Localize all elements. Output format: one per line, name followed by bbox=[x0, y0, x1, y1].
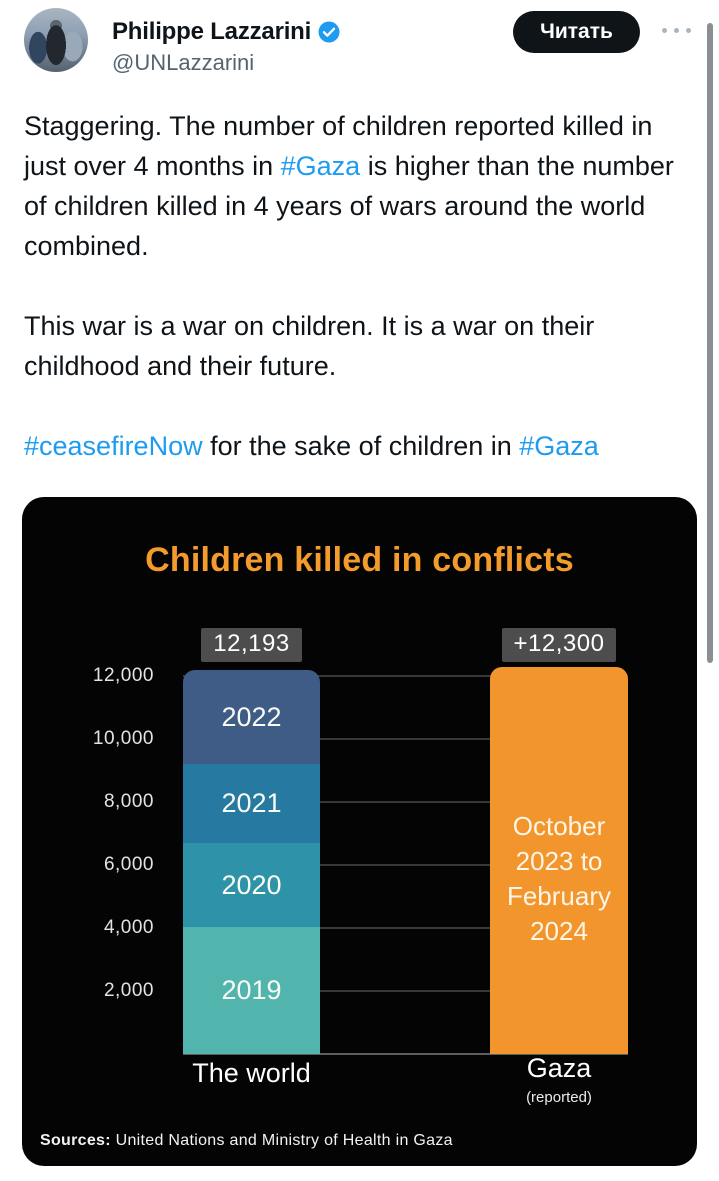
display-name[interactable]: Philippe Lazzarini bbox=[112, 18, 312, 45]
author-block[interactable]: Philippe Lazzarini @UNLazzarini bbox=[112, 18, 341, 76]
y-axis-tick-label: 8,000 bbox=[103, 791, 154, 812]
y-axis-tick-label: 12,000 bbox=[92, 665, 154, 686]
bar-segment-label: 2019 bbox=[221, 975, 282, 1006]
gridline bbox=[183, 801, 628, 803]
y-axis-tick-label: 4,000 bbox=[103, 917, 154, 938]
bar-segment-label: 2021 bbox=[221, 788, 282, 819]
more-options-icon[interactable] bbox=[662, 28, 691, 33]
world-total-badge: 12,193 bbox=[201, 628, 302, 662]
gaza-bar-period-label: October 2023 to February 2024 bbox=[506, 810, 612, 946]
sources-text: United Nations and Ministry of Health in… bbox=[110, 1132, 453, 1149]
x-axis-label-world: The world bbox=[192, 1058, 311, 1088]
sources-prefix: Sources: bbox=[40, 1132, 111, 1149]
chart-title: Children killed in conflicts bbox=[145, 541, 574, 579]
tweet-header: Philippe Lazzarini @UNLazzarini Читать bbox=[0, 0, 719, 80]
x-axis-label-gaza: Gaza bbox=[526, 1053, 592, 1083]
x-axis-baseline bbox=[183, 1053, 628, 1055]
world-stacked-bar: 2019 2020 2021 2022 bbox=[183, 670, 320, 1054]
bar-segment-label: 2020 bbox=[221, 869, 282, 900]
gridline bbox=[183, 675, 628, 677]
follow-button[interactable]: Читать bbox=[513, 11, 640, 53]
bar-segment-label: 2022 bbox=[221, 701, 282, 732]
avatar[interactable] bbox=[24, 8, 88, 72]
bar-segment-2021: 2021 bbox=[183, 764, 320, 844]
gridline bbox=[183, 927, 628, 929]
y-axis-tick-label: 10,000 bbox=[92, 728, 154, 749]
y-axis-tick-label: 6,000 bbox=[103, 854, 154, 875]
bar-segment-2022: 2022 bbox=[183, 670, 320, 765]
chart-image[interactable]: Children killed in conflicts 12,193 +12,… bbox=[22, 497, 697, 1166]
tweet-text-segment: This war is a war on children. It is a w… bbox=[24, 311, 595, 381]
gridline bbox=[183, 738, 628, 740]
hashtag-link[interactable]: #Gaza bbox=[519, 431, 599, 461]
gridline bbox=[183, 864, 628, 866]
verified-badge-icon bbox=[317, 20, 341, 44]
gaza-bar: October 2023 to February 2024 bbox=[490, 667, 628, 1054]
sources-note: Sources: United Nations and Ministry of … bbox=[40, 1132, 453, 1150]
tweet-text: Staggering. The number of children repor… bbox=[24, 106, 697, 466]
user-handle[interactable]: @UNLazzarini bbox=[112, 50, 255, 75]
y-axis-tick-label: 2,000 bbox=[103, 980, 154, 1001]
tweet-text-segment: is higher than the number of children ki… bbox=[24, 151, 674, 261]
x-axis-sublabel-reported: (reported) bbox=[526, 1089, 592, 1106]
hashtag-link[interactable]: #Gaza bbox=[280, 151, 361, 181]
gridline bbox=[183, 990, 628, 992]
gaza-total-badge: +12,300 bbox=[501, 628, 617, 662]
bar-segment-2020: 2020 bbox=[183, 843, 320, 928]
scrollbar-thumb[interactable] bbox=[707, 23, 713, 663]
tweet-text-segment: Staggering. The number of children repor… bbox=[24, 111, 653, 181]
bar-segment-2019: 2019 bbox=[183, 927, 320, 1054]
tweet-text-segment: for the sake of children in bbox=[202, 431, 520, 461]
hashtag-link[interactable]: #ceasefireNow bbox=[24, 431, 203, 461]
